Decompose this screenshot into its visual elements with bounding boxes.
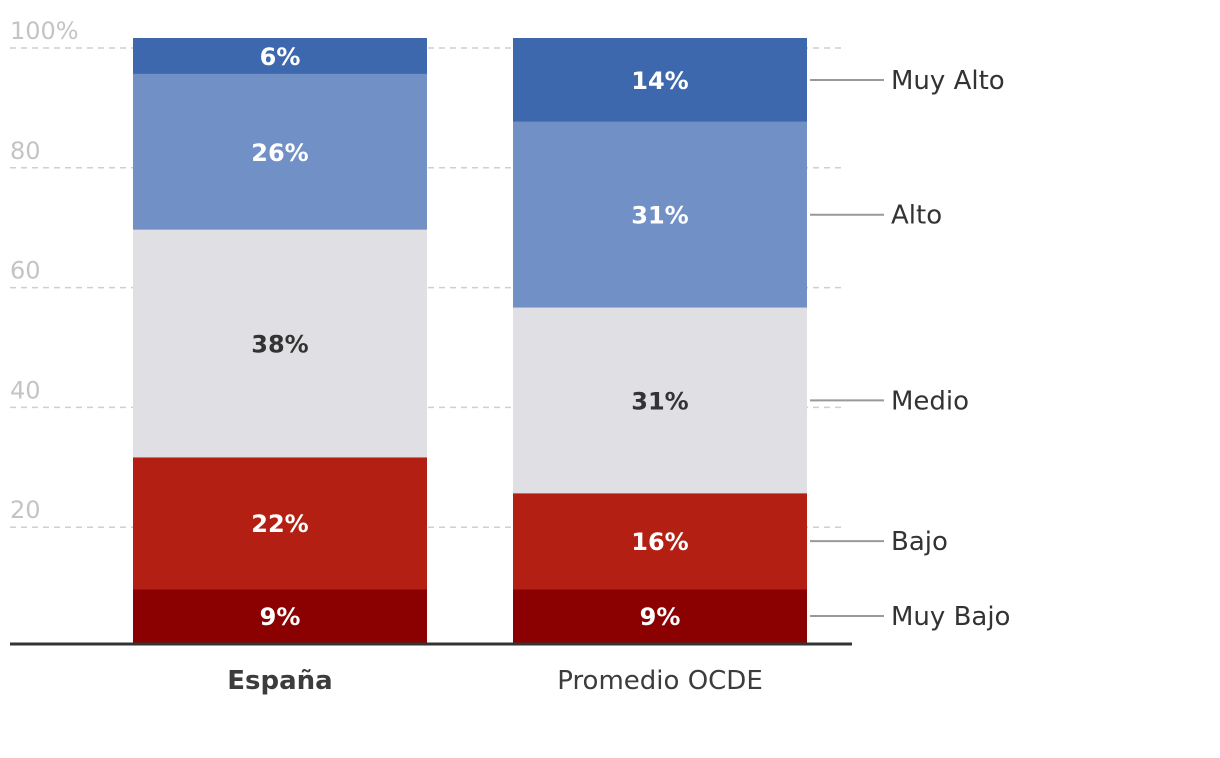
series-label: Muy Bajo bbox=[891, 602, 1010, 632]
data-label: 26% bbox=[251, 139, 308, 167]
bar-segment bbox=[513, 121, 807, 308]
series-label: Alto bbox=[891, 201, 942, 231]
series-labels: Muy Bajo Bajo Medio Alto Muy Alto bbox=[810, 66, 1010, 632]
bar-segment bbox=[513, 589, 807, 643]
data-label: 31% bbox=[631, 202, 688, 230]
bars: 9% 22% 38% 26% 6% 9% 16% 31% 31% 14% bbox=[133, 38, 807, 643]
data-label: 14% bbox=[631, 67, 688, 95]
bar-segment bbox=[513, 307, 807, 494]
data-label: 9% bbox=[260, 603, 301, 631]
data-label: 22% bbox=[251, 510, 308, 538]
y-tick-label: 80 bbox=[10, 137, 41, 165]
series-label: Bajo bbox=[891, 527, 948, 557]
data-label: 38% bbox=[251, 331, 308, 359]
bar-segment bbox=[133, 457, 427, 590]
y-tick-label: 60 bbox=[10, 257, 41, 285]
bar-segment bbox=[133, 589, 427, 643]
bar-segment bbox=[133, 73, 427, 230]
data-label: 6% bbox=[260, 43, 301, 71]
bar-segment bbox=[133, 229, 427, 458]
bar-segment bbox=[513, 38, 807, 122]
series-label: Muy Alto bbox=[891, 66, 1005, 96]
data-label: 16% bbox=[631, 528, 688, 556]
data-label: 9% bbox=[640, 603, 681, 631]
x-tick-label: España bbox=[227, 666, 332, 696]
y-tick-label: 40 bbox=[10, 376, 41, 404]
bar-segment bbox=[133, 38, 427, 74]
y-tick-label: 100% bbox=[10, 17, 79, 45]
bar-segment bbox=[513, 493, 807, 590]
y-axis: 20 40 60 80 100% bbox=[10, 17, 79, 524]
y-tick-label: 20 bbox=[10, 496, 41, 524]
x-axis-labels: España Promedio OCDE bbox=[227, 666, 763, 696]
x-tick-label: Promedio OCDE bbox=[557, 666, 763, 696]
series-label: Medio bbox=[891, 386, 969, 416]
data-label: 31% bbox=[631, 387, 688, 415]
